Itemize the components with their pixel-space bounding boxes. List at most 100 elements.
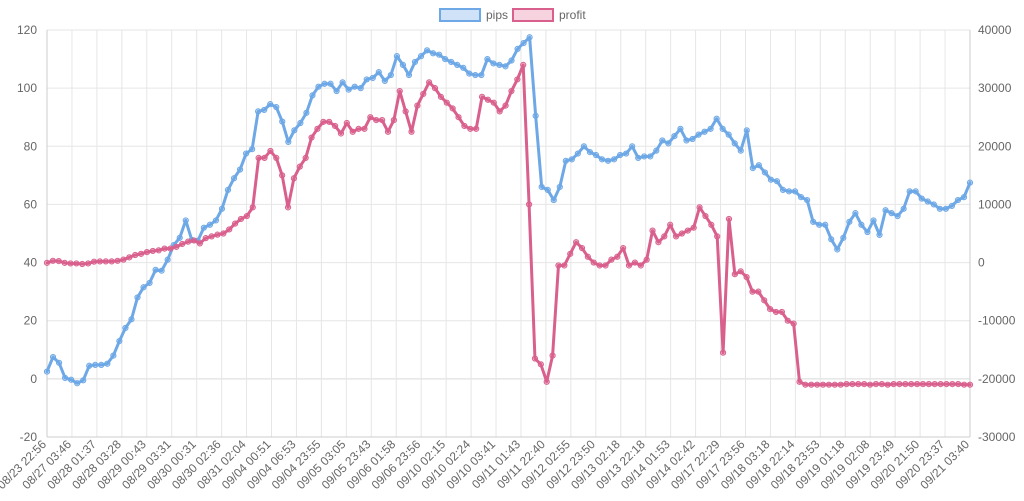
data-point-pips xyxy=(267,101,274,108)
data-point-profit xyxy=(126,254,133,261)
series-profit xyxy=(43,61,974,388)
data-point-profit xyxy=(837,381,844,388)
data-point-profit xyxy=(173,243,180,250)
data-point-profit xyxy=(543,378,550,385)
data-point-profit xyxy=(725,215,733,223)
data-point-profit xyxy=(520,61,527,68)
y-left-tick-label: 0 xyxy=(30,372,37,386)
data-point-profit xyxy=(102,258,109,265)
y-left-tick-label: 20 xyxy=(24,314,38,328)
data-point-pips xyxy=(810,218,817,225)
data-point-pips xyxy=(98,361,105,368)
data-point-pips xyxy=(273,103,280,111)
data-point-profit xyxy=(296,163,303,170)
data-point-pips xyxy=(206,221,213,228)
data-point-profit xyxy=(855,380,862,388)
data-point-pips xyxy=(200,224,207,231)
data-point-profit xyxy=(919,380,927,388)
data-point-pips xyxy=(152,266,159,273)
data-point-pips xyxy=(417,53,425,60)
data-point-pips xyxy=(749,164,756,172)
data-point-pips xyxy=(502,63,509,70)
data-point-pips xyxy=(840,234,847,241)
data-point-pips xyxy=(321,80,328,87)
data-point-profit xyxy=(555,262,562,269)
data-point-pips xyxy=(598,156,606,163)
data-point-profit xyxy=(955,380,962,388)
data-point-profit xyxy=(596,262,603,269)
data-point-pips xyxy=(134,294,141,301)
data-point-profit xyxy=(496,108,503,115)
data-point-pips xyxy=(604,157,612,164)
data-point-profit xyxy=(367,114,374,121)
data-point-pips xyxy=(466,70,473,77)
axes: -20 0 20 40 60 80 100 120 -30000 -20000 -10000 0 100… xyxy=(0,23,1016,492)
data-point-profit xyxy=(273,154,280,162)
data-point-pips xyxy=(677,125,684,132)
data-point-profit xyxy=(525,201,533,208)
y-left-tick-label: -20 xyxy=(20,430,38,444)
data-point-profit xyxy=(108,258,115,265)
data-point-pips xyxy=(737,147,744,154)
legend-item-profit[interactable]: profit xyxy=(512,8,586,22)
data-point-profit xyxy=(355,125,362,132)
y-left-tick-label: 40 xyxy=(24,256,38,270)
data-point-profit xyxy=(179,240,186,248)
data-point-profit xyxy=(831,381,838,388)
data-point-profit xyxy=(896,380,903,388)
data-point-profit xyxy=(931,380,938,388)
data-point-profit xyxy=(866,381,874,388)
data-point-pips xyxy=(116,337,123,345)
data-point-pips xyxy=(140,284,147,291)
data-point-pips xyxy=(357,85,364,92)
data-point-pips xyxy=(92,361,99,368)
data-point-pips xyxy=(62,374,69,382)
data-point-profit xyxy=(343,119,350,127)
data-point-pips xyxy=(164,256,171,263)
data-point-profit xyxy=(573,239,580,246)
data-point-pips xyxy=(442,55,449,63)
data-point-pips xyxy=(387,71,394,79)
data-point-profit xyxy=(949,380,956,388)
data-point-profit xyxy=(337,130,345,137)
data-point-pips xyxy=(242,150,250,157)
legend-item-pips[interactable]: pips xyxy=(439,8,508,22)
data-point-profit xyxy=(196,240,203,247)
data-point-profit xyxy=(214,231,221,238)
data-point-pips xyxy=(804,196,811,204)
data-point-profit xyxy=(90,258,98,265)
data-point-profit xyxy=(208,233,215,240)
data-point-pips xyxy=(218,205,226,212)
data-point-profit xyxy=(461,122,468,130)
data-point-pips xyxy=(580,143,588,150)
data-point-pips xyxy=(562,157,569,164)
legend-label-pips: pips xyxy=(486,8,508,22)
data-point-pips xyxy=(128,316,135,323)
data-point-pips xyxy=(261,106,268,114)
data-point-profit xyxy=(655,239,662,246)
data-point-profit xyxy=(308,134,315,141)
legend-swatch-pips xyxy=(439,8,481,22)
data-point-profit xyxy=(878,380,885,388)
data-point-profit xyxy=(120,256,127,263)
data-point-profit xyxy=(908,380,915,388)
data-point-profit xyxy=(408,128,415,135)
data-point-profit xyxy=(267,147,274,155)
data-point-pips xyxy=(490,60,497,67)
data-point-pips xyxy=(327,80,334,87)
data-point-profit xyxy=(966,381,974,388)
data-point-pips xyxy=(110,352,117,359)
data-point-pips xyxy=(423,47,431,54)
data-point-pips xyxy=(954,196,962,204)
chart-legend[interactable]: pips profit xyxy=(439,8,586,22)
y-right-tick-label: 40000 xyxy=(978,23,1012,37)
data-point-profit xyxy=(625,262,633,269)
data-point-profit xyxy=(684,227,691,234)
data-point-profit xyxy=(61,259,68,266)
data-point-pips xyxy=(411,58,419,66)
data-point-pips xyxy=(791,188,799,195)
data-point-profit xyxy=(73,260,80,267)
data-point-profit xyxy=(190,237,198,244)
data-point-profit xyxy=(449,105,456,112)
data-point-pips xyxy=(399,61,407,68)
